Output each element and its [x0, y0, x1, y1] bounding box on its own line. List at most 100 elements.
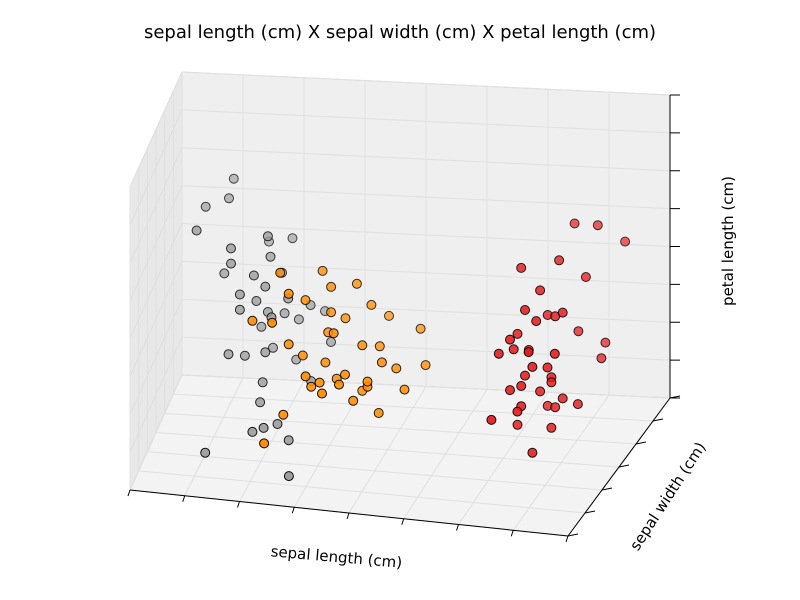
data-point — [275, 267, 286, 278]
grid-line — [129, 374, 183, 491]
data-point — [600, 337, 611, 348]
data-point — [326, 337, 336, 347]
data-point — [226, 243, 236, 254]
data-point — [260, 281, 271, 292]
data-point — [255, 397, 266, 408]
data-point — [251, 296, 262, 306]
data-point — [247, 426, 258, 437]
data-point — [326, 307, 337, 318]
data-point — [239, 350, 250, 361]
data-point — [317, 388, 327, 399]
data-point — [420, 360, 431, 371]
grid-line — [181, 71, 671, 96]
x-tick — [456, 524, 459, 531]
data-point — [224, 193, 234, 204]
data-point — [535, 386, 546, 397]
y-tick — [584, 510, 596, 514]
data-point — [527, 447, 538, 458]
data-point — [415, 323, 426, 334]
data-point — [283, 288, 294, 299]
data-point — [550, 402, 561, 413]
data-point — [620, 236, 631, 247]
data-point — [279, 308, 290, 319]
grid-line — [181, 147, 671, 172]
data-point — [505, 334, 515, 345]
data-point — [257, 377, 268, 388]
data-point — [234, 304, 245, 315]
data-point — [520, 305, 530, 315]
data-point — [596, 353, 607, 364]
data-point — [226, 258, 236, 269]
y-axis-label: sepal width (cm) — [626, 439, 709, 554]
data-point — [557, 393, 568, 404]
data-point — [283, 471, 294, 482]
data-point — [293, 314, 304, 325]
data-point — [508, 344, 519, 355]
data-point — [297, 350, 308, 361]
data-point — [399, 384, 410, 395]
x-tick — [127, 489, 131, 497]
x-tick — [565, 535, 569, 543]
data-point — [219, 268, 230, 279]
data-point — [366, 299, 377, 310]
data-point — [573, 326, 584, 337]
grid-line — [181, 223, 671, 247]
data-point — [200, 201, 211, 212]
data-point — [300, 295, 311, 306]
grid-line — [173, 393, 654, 422]
data-point — [326, 281, 337, 292]
y-tick — [635, 441, 647, 445]
data-point — [493, 348, 504, 359]
data-point — [283, 339, 294, 350]
y-tick — [652, 418, 664, 422]
grid-line — [129, 185, 183, 301]
data-point — [557, 307, 568, 318]
data-point — [272, 419, 283, 429]
x-tick — [346, 512, 350, 520]
data-point — [542, 362, 553, 373]
grid-lines — [129, 71, 671, 537]
z-axis-label: petal length (cm) — [719, 176, 737, 306]
data-point — [283, 435, 294, 446]
y-tick — [601, 487, 613, 491]
grid-line — [129, 261, 183, 377]
data-point — [234, 289, 245, 300]
data-point — [259, 438, 270, 449]
data-point — [362, 376, 373, 387]
axis-ticks — [127, 94, 681, 543]
data-point — [516, 381, 527, 391]
data-point — [247, 315, 258, 326]
grid-line — [147, 451, 603, 491]
data-point — [357, 340, 368, 351]
data-point — [328, 328, 339, 339]
data-point — [376, 357, 387, 368]
data-point — [554, 255, 565, 266]
data-point — [546, 377, 557, 388]
data-point — [520, 370, 530, 381]
data-point — [248, 270, 259, 281]
data-point — [228, 173, 239, 184]
data-point — [256, 321, 267, 332]
grid-line — [129, 109, 183, 226]
data-point — [223, 349, 234, 360]
x-tick — [291, 507, 295, 514]
data-point — [549, 348, 560, 359]
x-tick — [182, 495, 186, 502]
x-tick — [510, 530, 514, 537]
data-point — [306, 381, 317, 392]
grid-line — [164, 412, 637, 445]
chart-title: sepal length (cm) X sepal width (cm) X p… — [143, 22, 657, 43]
data-point — [200, 447, 211, 458]
data-point — [516, 262, 527, 273]
x-axis-label: sepal length (cm) — [270, 542, 403, 571]
data-point — [527, 361, 538, 372]
grid-line — [155, 432, 620, 468]
grid-line — [129, 147, 183, 263]
data-point — [512, 328, 523, 339]
data-point — [592, 220, 603, 231]
data-point — [268, 342, 278, 353]
data-point — [391, 363, 402, 374]
data-point — [278, 409, 289, 420]
data-point — [314, 377, 325, 388]
data-point — [267, 317, 278, 328]
